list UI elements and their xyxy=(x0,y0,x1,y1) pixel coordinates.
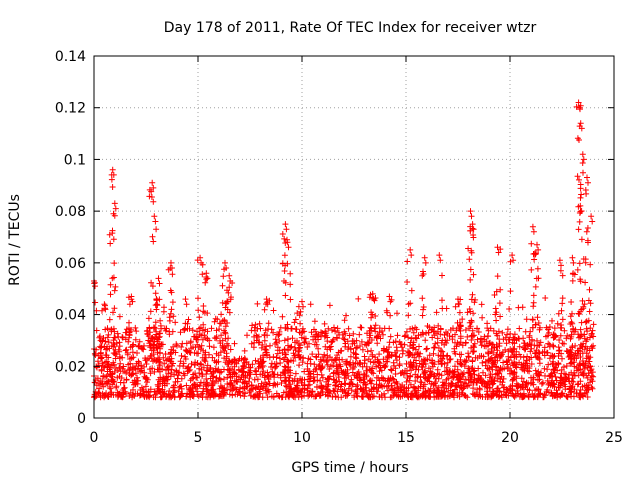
y-tick-label: 0.08 xyxy=(55,204,86,220)
data-points xyxy=(91,99,597,401)
y-tick-label: 0.14 xyxy=(55,49,86,65)
x-axis-ticks: 0 5 10 15 20 25 xyxy=(90,56,623,446)
y-tick-label: 0.12 xyxy=(55,101,86,117)
y-tick-label: 0.1 xyxy=(64,152,86,168)
x-tick-label: 15 xyxy=(397,430,415,446)
x-tick-label: 20 xyxy=(501,430,519,446)
roti-data-marks xyxy=(91,99,597,401)
x-tick-label: 0 xyxy=(90,430,99,446)
x-tick-label: 10 xyxy=(293,430,311,446)
x-tick-label: 25 xyxy=(605,430,623,446)
x-tick-label: 5 xyxy=(194,430,203,446)
x-axis-label: GPS time / hours xyxy=(291,460,408,476)
chart-title: Day 178 of 2011, Rate Of TEC Index for r… xyxy=(164,20,537,36)
y-axis-ticks: 0 0.02 0.04 0.06 0.08 0.1 0.12 0.14 xyxy=(55,49,614,427)
plot-frame xyxy=(93,55,615,419)
y-tick-label: 0.04 xyxy=(55,308,86,324)
y-axis-label: ROTI / TECUs xyxy=(7,194,23,286)
grid-lines xyxy=(94,56,614,418)
y-tick-label: 0.06 xyxy=(55,256,86,272)
y-tick-label: 0.02 xyxy=(55,359,86,375)
y-tick-label: 0 xyxy=(77,411,86,427)
